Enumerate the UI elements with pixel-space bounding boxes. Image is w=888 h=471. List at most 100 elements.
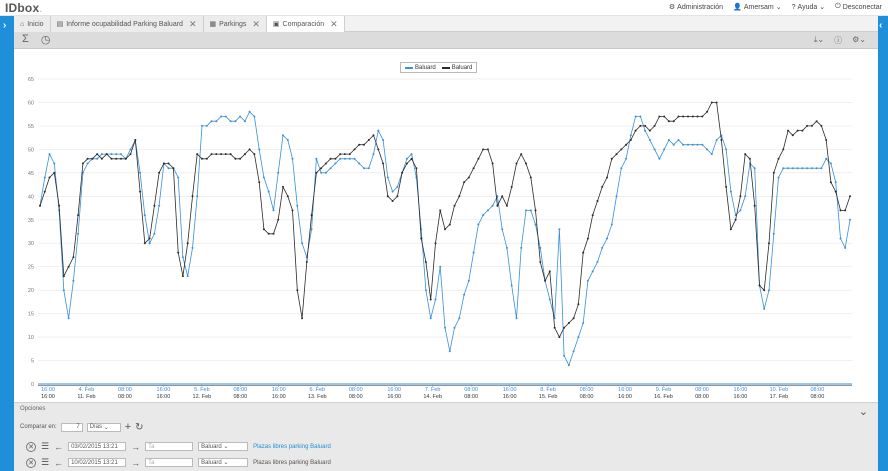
data-point	[153, 204, 156, 207]
data-point	[810, 124, 813, 127]
chart-legend[interactable]: Baluard Baluard	[400, 62, 478, 73]
data-point	[563, 354, 566, 357]
data-point	[849, 195, 851, 198]
x-tick-label-bottom: 16:00	[157, 394, 171, 400]
data-point	[520, 246, 523, 249]
data-point	[672, 120, 675, 123]
series-description[interactable]: Plazas libres parking Baluard	[253, 459, 331, 466]
data-point	[439, 209, 442, 212]
data-point	[196, 153, 199, 156]
data-point	[410, 157, 413, 160]
add-icon[interactable]: +	[124, 421, 132, 433]
data-point	[653, 148, 656, 151]
arrow-left-icon[interactable]: ←	[54, 441, 64, 452]
data-point	[262, 228, 265, 231]
logout-link[interactable]: ⏻ Desconectar	[835, 3, 882, 11]
data-point	[277, 171, 280, 174]
data-point	[706, 148, 709, 151]
tab-comparacion[interactable]: ▣ Comparación ✕	[266, 16, 345, 32]
user-menu[interactable]: 👤 Amersam ⌄	[733, 3, 782, 12]
data-point	[377, 129, 380, 132]
data-point	[181, 256, 184, 259]
x-tick-label-bottom: 16:00	[41, 394, 55, 400]
x-tick-label-bottom: 16:00	[387, 394, 401, 400]
admin-link[interactable]: ⚙ Administración	[668, 3, 724, 12]
series-description[interactable]: Plazas libres parking Baluard	[253, 443, 331, 450]
x-tick-label-bottom: 15. Feb	[539, 394, 558, 400]
compare-value-input[interactable]: 7	[60, 422, 83, 432]
data-point	[563, 326, 566, 329]
end-date-input[interactable]: Ta	[145, 442, 194, 451]
start-date-input[interactable]: 03/02/2015 13:21	[68, 442, 127, 451]
data-point	[53, 162, 56, 165]
data-point	[486, 209, 489, 212]
data-point	[291, 209, 294, 212]
data-point	[486, 148, 489, 151]
info-icon[interactable]: ⓘ	[834, 36, 843, 45]
legend-item-series-1[interactable]: Baluard	[405, 65, 436, 71]
right-sidebar-toggle[interactable]: ‹	[878, 16, 888, 471]
chevron-down-icon[interactable]: ⌄	[858, 406, 868, 418]
clock-icon[interactable]: ◷	[40, 34, 51, 46]
y-tick-label: 15	[28, 312, 34, 318]
arrow-left-icon[interactable]: ←	[54, 457, 64, 468]
question-icon: ?	[791, 3, 796, 11]
data-point	[124, 157, 127, 160]
data-point	[429, 298, 432, 301]
end-date-input[interactable]: Ta	[145, 458, 194, 467]
remove-icon[interactable]: ✕	[26, 457, 36, 468]
arrow-right-icon[interactable]: →	[131, 441, 141, 452]
refresh-icon[interactable]: ↻	[135, 421, 144, 433]
tab-inicio[interactable]: ⌂ Inicio	[14, 16, 51, 32]
arrow-right-icon[interactable]: →	[131, 457, 141, 468]
data-point	[763, 307, 766, 310]
legend-swatch	[441, 66, 450, 69]
data-point	[458, 317, 461, 320]
data-point	[815, 120, 818, 123]
data-point	[62, 289, 65, 292]
close-icon[interactable]: ✕	[330, 18, 338, 29]
data-point	[582, 322, 585, 324]
settings-icon[interactable]: ⚙⌄	[852, 35, 866, 44]
data-point	[110, 153, 113, 156]
data-point	[787, 167, 790, 170]
data-point	[834, 190, 837, 193]
data-point	[515, 317, 518, 320]
data-point	[315, 171, 318, 174]
data-point	[458, 195, 461, 198]
close-icon[interactable]: ✕	[188, 18, 197, 29]
x-tick-label-top: 16:00	[157, 387, 171, 393]
tab-bar: ⌂ Inicio ▤ Informe ocupabilidad Parking Ba…	[14, 16, 878, 32]
app-logo[interactable]: IDbox.	[5, 1, 43, 15]
source-select[interactable]: Baluard ⌄	[198, 442, 249, 451]
data-point	[358, 143, 361, 146]
x-tick-label-top: 10. Feb	[770, 387, 789, 393]
data-point	[296, 204, 299, 207]
start-date-input[interactable]: 10/02/2015 13:21	[68, 458, 127, 467]
help-menu[interactable]: ? Ayuda ⌄	[791, 3, 826, 12]
compare-unit-select[interactable]: Días ⌄	[86, 422, 121, 432]
list-icon[interactable]: ☰	[41, 457, 50, 467]
left-sidebar-toggle[interactable]: ›	[0, 16, 14, 471]
legend-item-series-2[interactable]: Baluard	[441, 65, 472, 71]
data-point	[453, 326, 456, 329]
chart-container: 0 5 10 15 20 25 30 35 40 45 50 55 60 65 16:00 16:00 4. F…	[14, 49, 878, 402]
data-point	[196, 195, 199, 198]
data-point	[120, 157, 122, 160]
data-point	[424, 261, 427, 263]
data-point	[682, 115, 685, 118]
remove-icon[interactable]: ✕	[26, 441, 36, 452]
chart-toolbar: Σ ◷ ⤓⌄ ⓘ ⚙⌄	[14, 32, 878, 49]
sum-icon[interactable]: Σ	[22, 33, 29, 45]
download-icon[interactable]: ⤓⌄	[813, 35, 825, 44]
y-tick-label: 25	[28, 265, 34, 271]
source-select[interactable]: Baluard ⌄	[198, 458, 249, 467]
list-icon[interactable]: ☰	[41, 441, 50, 451]
close-icon[interactable]: ✕	[252, 18, 260, 29]
tab-parkings[interactable]: ▦ Parkings ✕	[203, 16, 267, 32]
x-tick-label-top: 6. Feb	[309, 387, 325, 393]
data-point	[96, 153, 99, 156]
data-point	[396, 195, 399, 198]
tab-informe[interactable]: ▤ Informe ocupabilidad Parking Baluard ✕	[50, 16, 204, 32]
